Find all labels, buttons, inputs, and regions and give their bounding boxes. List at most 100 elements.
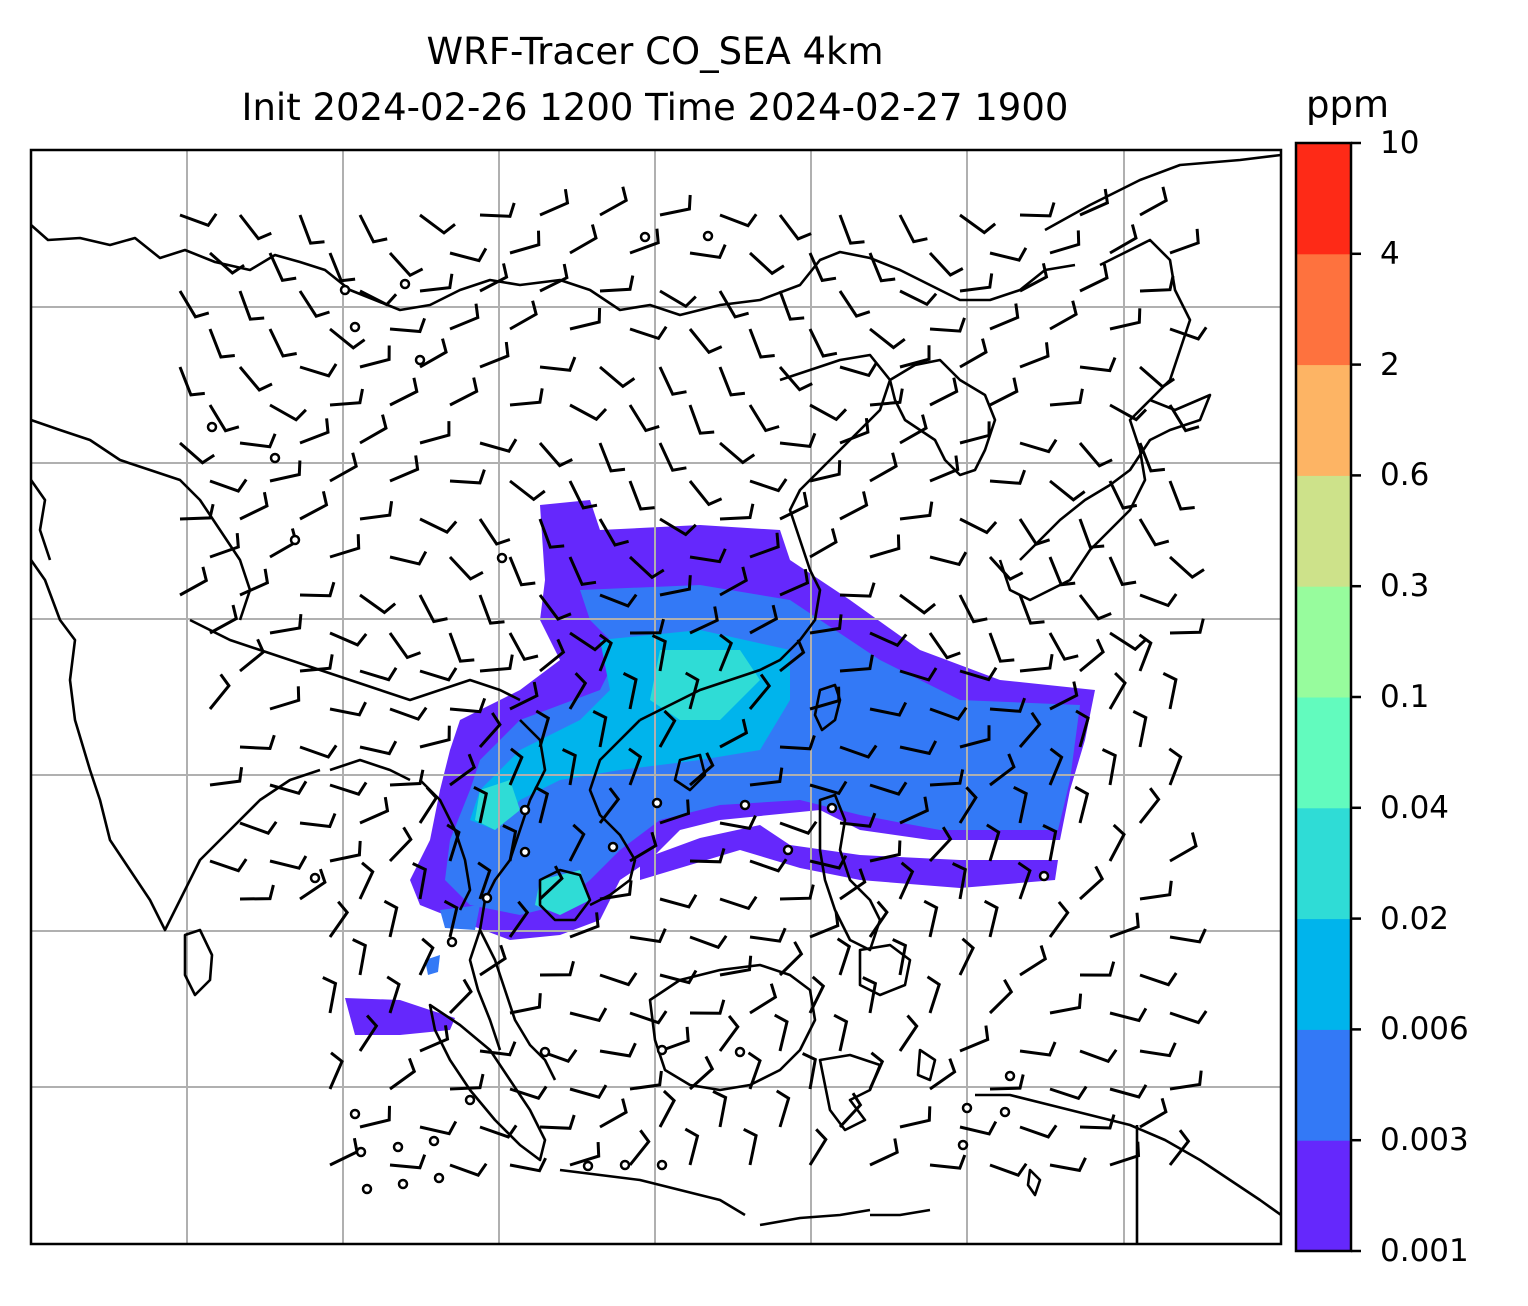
wind-barb bbox=[1139, 186, 1168, 217]
colorbar bbox=[1296, 143, 1351, 1252]
wind-barb bbox=[1019, 945, 1048, 977]
wind-barb bbox=[419, 725, 451, 749]
wind-barb bbox=[509, 479, 546, 502]
bay-of-bengal-north bbox=[329, 758, 411, 782]
wind-barb bbox=[599, 365, 636, 389]
wind-barb bbox=[386, 975, 401, 1014]
wind-barb bbox=[388, 632, 422, 660]
wind-barb bbox=[359, 414, 388, 445]
wind-barb bbox=[1138, 518, 1170, 547]
wind-barb bbox=[838, 290, 871, 318]
wind-barb bbox=[418, 786, 439, 824]
wind-barb bbox=[1075, 709, 1090, 748]
wind-barb bbox=[749, 858, 788, 873]
wind-barb bbox=[1049, 230, 1081, 255]
wind-barb bbox=[808, 252, 837, 283]
wind-barb bbox=[446, 823, 461, 862]
wind-barb bbox=[269, 780, 308, 796]
wind-barb bbox=[509, 300, 538, 331]
plume-mid-band bbox=[445, 585, 1080, 915]
wind-barb bbox=[1019, 1041, 1057, 1057]
wind-barb bbox=[299, 654, 334, 673]
wind-barb bbox=[419, 1120, 458, 1136]
wind-barb bbox=[412, 862, 427, 900]
central-asia-border bbox=[31, 418, 252, 621]
wind-barb bbox=[989, 469, 1027, 485]
colorbar-tick-label: 0.04 bbox=[1380, 789, 1450, 826]
wind-barb bbox=[658, 709, 677, 748]
wind-barb bbox=[809, 528, 838, 559]
wind-barb bbox=[869, 534, 901, 559]
wind-barb bbox=[898, 1014, 919, 1052]
colorbar-tick-label: 10 bbox=[1380, 125, 1420, 161]
map-subtitle: Init 2024-02-26 1200 Time 2024-02-27 190… bbox=[241, 86, 1069, 129]
wind-barb bbox=[569, 1007, 608, 1023]
wind-barb bbox=[449, 377, 479, 407]
wind-barb bbox=[508, 632, 539, 662]
wind-barb bbox=[1018, 594, 1045, 625]
wind-barb bbox=[539, 188, 570, 217]
wind-barb bbox=[535, 709, 551, 748]
wind-barb bbox=[659, 799, 691, 825]
wind-barb bbox=[449, 469, 486, 485]
wind-barb bbox=[983, 899, 999, 938]
wind-barb bbox=[1138, 787, 1161, 824]
wind-barb bbox=[838, 214, 865, 245]
wind-barb bbox=[1109, 224, 1138, 255]
wind-barb bbox=[622, 672, 638, 710]
wind-barb bbox=[1108, 556, 1137, 587]
wind-barb bbox=[1109, 308, 1142, 331]
wind-barb bbox=[1049, 300, 1078, 331]
wind-barb bbox=[449, 303, 480, 331]
wind-barb bbox=[779, 491, 809, 521]
wind-barb bbox=[748, 404, 780, 433]
colorbar-tick-label: 0.3 bbox=[1380, 568, 1430, 605]
wind-barb bbox=[898, 214, 928, 244]
wind-barb bbox=[209, 251, 245, 275]
wind-barb bbox=[269, 403, 307, 422]
wind-barb bbox=[569, 631, 607, 652]
wind-barb bbox=[899, 501, 934, 521]
wind-barb bbox=[712, 1090, 728, 1128]
wind-barb bbox=[299, 812, 337, 829]
wind-barb bbox=[659, 969, 698, 985]
wind-barb bbox=[719, 503, 755, 521]
wind-barb bbox=[988, 978, 1014, 1015]
wind-barb bbox=[1108, 480, 1138, 510]
wind-barb bbox=[868, 900, 889, 938]
wind-barb bbox=[689, 244, 727, 260]
wind-barb bbox=[809, 403, 848, 422]
indochina-west bbox=[468, 719, 547, 1051]
wind-barb bbox=[1048, 556, 1076, 587]
wind-barb bbox=[719, 566, 748, 597]
wind-barb bbox=[508, 900, 530, 938]
wind-barb bbox=[1049, 388, 1084, 407]
wind-barb bbox=[1108, 672, 1127, 710]
wind-barb bbox=[479, 438, 518, 453]
wind-barb bbox=[899, 796, 929, 825]
wind-barb bbox=[599, 186, 628, 217]
wind-barb bbox=[478, 518, 511, 546]
wind-barb bbox=[959, 421, 991, 445]
wind-barb bbox=[778, 290, 805, 321]
wind-barb bbox=[1138, 442, 1166, 473]
wind-barb bbox=[929, 706, 968, 721]
wind-barb bbox=[1109, 1141, 1141, 1167]
wind-barb bbox=[388, 826, 413, 863]
wind-barb bbox=[352, 938, 367, 976]
wind-barb bbox=[1109, 1084, 1148, 1099]
wind-barb bbox=[389, 550, 428, 566]
wind-barb bbox=[329, 452, 358, 483]
wind-barb bbox=[1132, 710, 1148, 748]
wind-barb bbox=[719, 441, 756, 465]
wind-barb bbox=[1079, 357, 1117, 373]
wind-barb bbox=[178, 366, 205, 397]
wind-barb bbox=[479, 263, 509, 293]
wind-barb bbox=[718, 366, 746, 397]
cambodia-gulf bbox=[538, 868, 592, 922]
wind-barb bbox=[899, 593, 937, 615]
wind-barb bbox=[388, 251, 424, 278]
wind-barb bbox=[779, 820, 818, 836]
wind-barb bbox=[719, 814, 757, 830]
wind-barb bbox=[269, 855, 308, 870]
